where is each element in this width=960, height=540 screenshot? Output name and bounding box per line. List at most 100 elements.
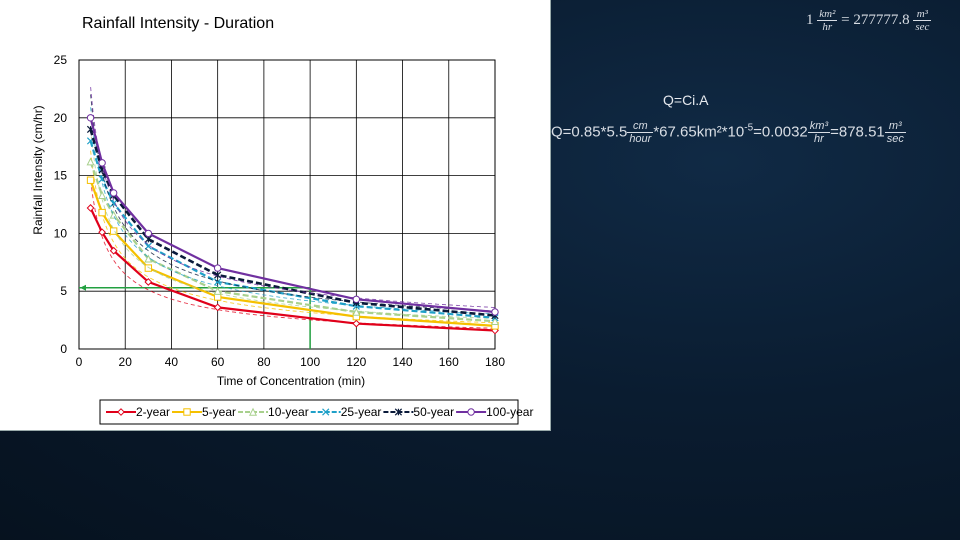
fraction-denominator: hour (629, 133, 652, 145)
data-point (352, 319, 361, 328)
data-point (352, 295, 361, 303)
legend-item-25-year: 25-year (310, 405, 382, 419)
series-trendline (90, 94, 496, 312)
x-tick-label: 160 (439, 355, 459, 369)
legend-item-50-year: 50-year (383, 405, 454, 419)
x-tick-label: 100 (300, 355, 320, 369)
y-tick-label: 25 (54, 53, 68, 67)
m3-per-sec-fraction: m³ sec (913, 8, 932, 33)
data-point (144, 254, 153, 263)
data-point (109, 227, 118, 235)
calc-area: *67.65km²*10 (653, 123, 745, 141)
data-point (144, 278, 153, 286)
y-tick-label: 20 (54, 111, 68, 125)
fraction-numerator: cm (627, 120, 654, 133)
discharge-calculation: Q=0.85*5.5 cm hour *67.65km²*10-5=0.0032 km³… (551, 120, 906, 145)
x-tick-label: 40 (165, 355, 179, 369)
fraction-numerator: m³ (913, 8, 932, 21)
y-tick-label: 5 (60, 284, 67, 298)
data-point (98, 228, 107, 237)
calc-result: =878.51 (830, 123, 885, 141)
legend-label: 100-year (486, 405, 533, 419)
data-point (86, 176, 95, 184)
x-tick-label: 140 (393, 355, 413, 369)
calc-intermediate: =0.0032 (753, 123, 808, 141)
annotation-arrow (80, 284, 86, 291)
legend-marker (183, 408, 191, 416)
fraction-numerator: m³ (884, 120, 906, 133)
y-axis-label: Rainfall Intensity (cm/hr) (31, 105, 45, 234)
data-point (98, 190, 107, 199)
x-tick-label: 80 (257, 355, 271, 369)
legend-item-2-year: 2-year (106, 405, 170, 419)
legend-item-100-year: 100-year (456, 405, 533, 419)
y-tick-label: 10 (54, 226, 68, 240)
data-point (213, 303, 222, 312)
data-point (109, 210, 118, 219)
x-tick-label: 20 (119, 355, 133, 369)
data-point (213, 264, 222, 272)
data-point (490, 316, 500, 325)
fraction-denominator: sec (886, 133, 904, 145)
series-trendline (90, 107, 496, 315)
legend-label: 50-year (413, 405, 454, 419)
legend-marker (249, 407, 258, 416)
data-point (109, 246, 118, 255)
chart-title: Rainfall Intensity - Duration (82, 15, 274, 32)
fraction-denominator: hr (822, 21, 833, 33)
fraction-numerator: km² (817, 8, 838, 21)
x-tick-label: 0 (76, 355, 83, 369)
legend-box (99, 399, 519, 425)
data-point (86, 157, 95, 166)
legend: 2-year 5-year 10-year 25-year 50-year 100-yea… (99, 399, 533, 425)
axis-ticks: 0 20 40 60 80 100 120 140 160 180 0 5 10 15 20 25 (54, 53, 506, 369)
series-10-year (86, 129, 500, 325)
series-100-year (86, 87, 499, 316)
data-point (491, 308, 499, 316)
data-point (214, 271, 222, 279)
km2-per-hr-fraction: km² hr (817, 8, 838, 33)
km3-per-hr-fraction: km³ hr (807, 120, 831, 145)
data-point (352, 307, 361, 316)
x-tick-label: 180 (485, 355, 505, 369)
unit-equals: = 277777.8 (841, 11, 910, 28)
series-2-year (86, 180, 499, 335)
y-tick-label: 0 (60, 342, 67, 356)
series-trendline (90, 150, 496, 324)
series-trendline (90, 87, 496, 308)
legend-item-5-year: 5-year (172, 405, 236, 419)
calc-prefix: Q=0.85*5.5 (551, 123, 628, 141)
legend-label: 10-year (268, 405, 309, 419)
m3-per-sec-fraction: m³ sec (884, 120, 906, 145)
data-point (144, 229, 153, 238)
legend-marker (322, 408, 330, 416)
legend-label: 25-year (341, 405, 382, 419)
x-tick-label: 120 (346, 355, 366, 369)
y-tick-label: 15 (54, 169, 68, 183)
legend-marker (394, 408, 403, 416)
data-point (213, 286, 222, 295)
data-point (86, 114, 95, 122)
x-tick-label: 60 (211, 355, 225, 369)
idf-chart: Rainfall Intensity - Duration 0 20 40 60 80 1… (31, 15, 533, 425)
fraction-denominator: sec (915, 21, 930, 33)
rational-formula-label: Q=Ci.A (663, 92, 709, 108)
data-point (109, 189, 118, 197)
legend-item-10-year: 10-year (238, 405, 309, 419)
legend-label: 2-year (136, 405, 170, 419)
series-layer (86, 87, 500, 335)
data-point (144, 264, 153, 272)
unit-conversion-formula: 1 km² hr = 277777.8 m³ sec (806, 8, 932, 33)
fraction-numerator: km³ (807, 120, 831, 133)
cm-per-hour-fraction: cm hour (627, 120, 654, 145)
data-point (214, 278, 222, 286)
x-axis-label: Time of Concentration (min) (217, 374, 365, 388)
legend-marker (467, 408, 475, 416)
data-point (144, 242, 152, 250)
data-point (98, 208, 106, 217)
legend-marker (117, 408, 125, 416)
legend-label: 5-year (202, 405, 236, 419)
fraction-denominator: hr (814, 133, 824, 145)
data-point (98, 159, 106, 167)
chart-panel: Rainfall Intensity - Duration 0 20 40 60 80 1… (0, 0, 551, 431)
